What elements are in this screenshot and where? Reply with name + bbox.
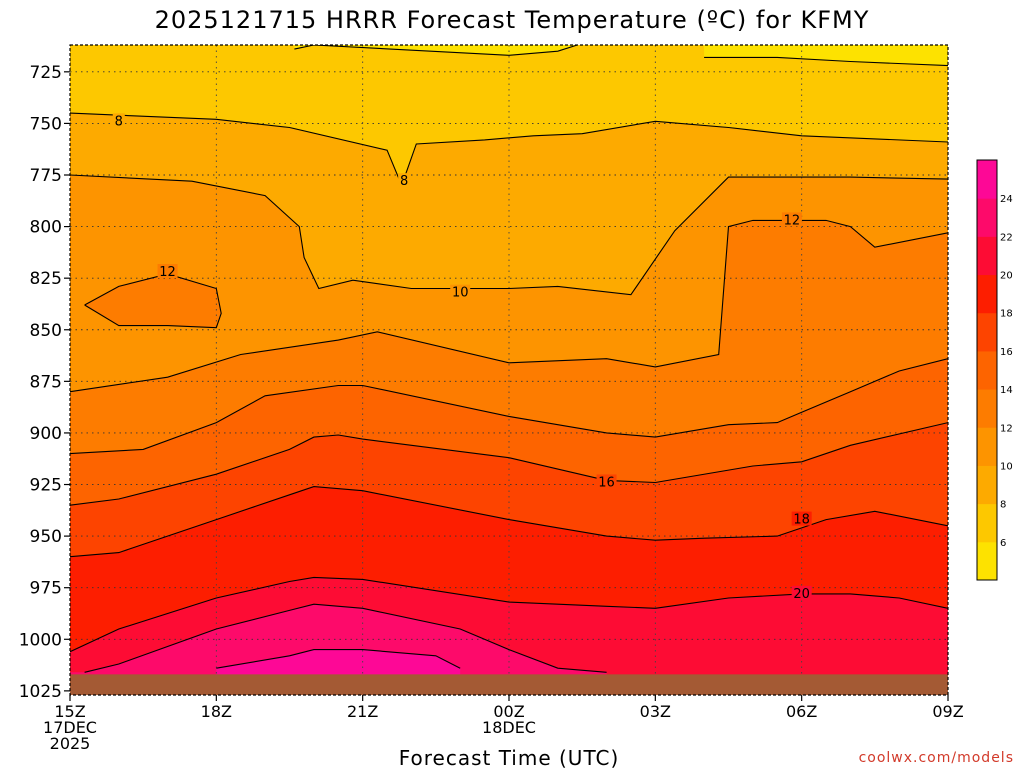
chart-title: 2025121715 HRRR Forecast Temperature (ºC… <box>155 6 870 34</box>
y-tick-label-800: 800 <box>30 218 62 238</box>
credit-text: coolwx.com/models <box>859 750 1014 766</box>
contour-label-4: 12 <box>784 213 801 228</box>
x-tick-label-9-1: 18DEC <box>482 718 536 737</box>
band-above-22 <box>70 604 607 681</box>
colorbar-swatch-8 <box>977 236 997 276</box>
colorbar-swatch-2 <box>977 465 997 505</box>
contour-label-2: 10 <box>452 286 469 301</box>
contour-12-9 <box>84 273 222 329</box>
contour-label-bg-0 <box>112 113 125 128</box>
contour-label-bg-3 <box>157 263 178 278</box>
x-axis-label: Forecast Time (UTC) <box>399 746 620 768</box>
y-axis: 725 750 775 800 825 850 875 900 925 950 975 1000 102… <box>19 63 70 702</box>
contour-label-0: 8 <box>115 114 123 129</box>
contour-8-0 <box>70 112 948 187</box>
ground-layer <box>70 674 948 695</box>
colorbar-label-10: 10 <box>1000 461 1013 472</box>
x-tick-label-15-0: 06Z <box>786 702 817 721</box>
contour-20-6 <box>70 576 948 653</box>
x-tick-label-12-0: 03Z <box>640 702 671 721</box>
contour-label-bg-2 <box>450 284 471 299</box>
y-tick-label-925: 925 <box>30 476 62 496</box>
colorbar-swatch-6 <box>977 312 997 352</box>
contour-label-1: 8 <box>400 174 408 189</box>
x-tick-label-18-0: 09Z <box>932 702 963 721</box>
contour-label-7: 20 <box>793 587 810 602</box>
contour-label-5: 16 <box>598 475 615 490</box>
colorbar-label-22: 22 <box>1000 232 1013 243</box>
contour-lines <box>70 45 948 673</box>
colorbar-label-24: 24 <box>1000 194 1013 205</box>
contour-label-bg-5 <box>596 474 617 489</box>
colorbar-label-20: 20 <box>1000 271 1013 282</box>
colorbar-swatch-10 <box>977 160 997 199</box>
x-tick-label-0-2: 2025 <box>50 734 91 753</box>
contour-labels: 8 8 10 12 12 16 18 20 <box>112 113 812 602</box>
colorbar-swatch-3 <box>977 427 997 466</box>
band-pocket-12 <box>84 274 222 328</box>
contour-22-7 <box>84 603 607 673</box>
colorbar-label-6: 6 <box>1000 538 1006 549</box>
colorbar-label-12: 12 <box>1000 423 1013 434</box>
y-tick-label-775: 775 <box>30 166 62 186</box>
y-tick-label-950: 950 <box>30 527 62 547</box>
colorbar-swatch-0 <box>977 541 997 581</box>
x-tick-label-9-0: 00Z <box>493 702 524 721</box>
colorbar-swatch-9 <box>977 198 997 237</box>
colorbar-swatch-5 <box>977 350 997 390</box>
ground-fill <box>70 674 948 695</box>
contour-6-11 <box>704 56 948 67</box>
colorbar-label-8: 8 <box>1000 500 1006 511</box>
contour-label-3: 12 <box>159 265 176 280</box>
y-tick-label-900: 900 <box>30 424 62 444</box>
y-tick-label-975: 975 <box>30 579 62 599</box>
x-tick-label-0-0: 15Z <box>54 702 85 721</box>
contour-label-bg-1 <box>398 173 411 188</box>
colorbar-swatch-1 <box>977 503 997 543</box>
plot-area: 8 8 10 12 12 16 18 20 <box>69 44 949 696</box>
colorbar-swatch-4 <box>977 389 997 428</box>
y-tick-label-725: 725 <box>30 63 62 83</box>
contour-label-bg-6 <box>791 511 812 526</box>
band-below-6-1 <box>704 45 948 66</box>
colorbar-label-16: 16 <box>1000 347 1013 358</box>
contour-label-6: 18 <box>793 513 810 528</box>
contour-18-5 <box>70 486 948 558</box>
colorbar-label-14: 14 <box>1000 385 1013 396</box>
colorbar: 6 8 10 12 14 16 18 20 22 24 <box>976 159 1013 581</box>
y-tick-label-750: 750 <box>30 114 62 134</box>
contour-label-bg-7 <box>791 585 812 600</box>
colorbar-swatch-7 <box>977 274 997 314</box>
y-tick-label-875: 875 <box>30 372 62 392</box>
y-tick-label-825: 825 <box>30 269 62 289</box>
x-tick-label-0-1: 17DEC <box>43 718 97 737</box>
contour-6-10 <box>294 45 578 56</box>
y-tick-label-1025: 1025 <box>19 682 62 702</box>
contour-10-1 <box>70 174 948 296</box>
contour-label-bg-4 <box>781 212 802 227</box>
x-tick-label-3-0: 18Z <box>201 702 232 721</box>
contour-12-2 <box>70 219 948 393</box>
y-tick-label-850: 850 <box>30 321 62 341</box>
contour-14-3 <box>70 358 948 455</box>
x-tick-label-6-0: 21Z <box>347 702 378 721</box>
band-above-24 <box>216 649 461 681</box>
contour-16-4 <box>70 422 948 506</box>
y-tick-label-1000: 1000 <box>19 630 62 650</box>
contour-24-8 <box>216 649 461 669</box>
colorbar-frame <box>976 159 998 581</box>
colorbar-label-18: 18 <box>1000 309 1013 320</box>
